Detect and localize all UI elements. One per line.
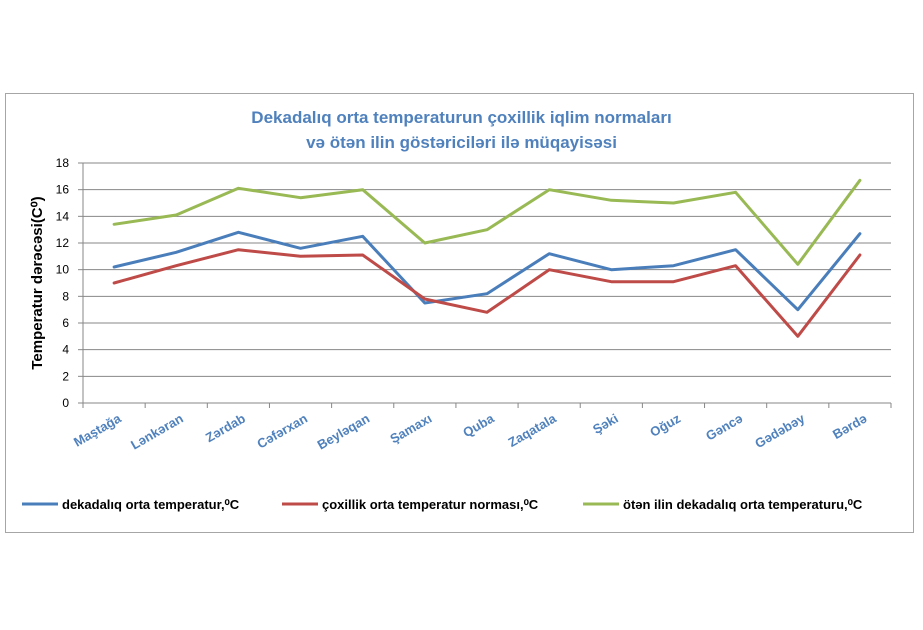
- x-tick-label: Şəki: [590, 411, 621, 437]
- x-axis-ticks: Maştağa Lənkəran Zərdab Cəfərxan Beyləqan Şam…: [71, 410, 869, 452]
- grid-lines: [83, 162, 891, 377]
- x-tick-label: Bərdə: [830, 411, 869, 442]
- series-line-1: [112, 230, 862, 312]
- y-tick-label: 8: [62, 289, 69, 303]
- y-axis-label: Temperatur dərəcəsi(C⁰): [29, 196, 46, 369]
- legend-label-2: çoxillik orta temperatur norması,⁰C: [322, 497, 539, 512]
- y-tick-label: 18: [56, 156, 70, 170]
- x-tick-label: Quba: [460, 410, 497, 440]
- x-tick-label: Gədəbəy: [752, 410, 808, 451]
- y-tick-label: 12: [56, 236, 70, 250]
- y-tick-label: 0: [62, 396, 69, 410]
- legend-label-1: dekadalıq orta temperatur,⁰C: [62, 497, 240, 512]
- y-tick-label: 16: [56, 183, 70, 197]
- legend-label-3: ötən ilin dekadalıq orta temperaturu,⁰C: [623, 497, 863, 512]
- x-tick-label: Maştağa: [71, 410, 124, 449]
- chart-title: Dekadalıq orta temperaturun çoxillik iql…: [0, 105, 923, 155]
- x-tick-label: Şamaxı: [387, 411, 434, 447]
- x-tick-label: Beyləqan: [315, 411, 373, 453]
- y-tick-label: 10: [56, 263, 70, 277]
- x-tick-label: Lənkəran: [128, 411, 186, 453]
- x-tick-label: Zərdab: [203, 411, 248, 446]
- x-tick-label: Zaqatala: [505, 410, 559, 450]
- chart-frame: [5, 93, 914, 533]
- y-axis-ticks: 0 2 4 6 8 10 12 14 16 18: [56, 156, 83, 410]
- chart-title-line2: və ötən ilin göstəriciləri ilə müqayisəs…: [306, 133, 617, 152]
- chart-title-line1: Dekadalıq orta temperaturun çoxillik iql…: [251, 108, 672, 127]
- series-line-3: [112, 178, 862, 266]
- x-tick-label: Gəncə: [703, 411, 745, 444]
- series-lines: [112, 178, 862, 338]
- x-axis: [82, 163, 892, 408]
- x-tick-label: Cəfərxan: [254, 411, 310, 452]
- y-tick-label: 4: [62, 343, 69, 357]
- x-tick-label: Oğuz: [647, 410, 683, 439]
- series-line-2: [112, 248, 862, 338]
- y-tick-label: 6: [62, 316, 69, 330]
- y-tick-label: 2: [62, 369, 69, 383]
- legend: dekadalıq orta temperatur,⁰C çoxillik ort…: [22, 497, 863, 512]
- y-tick-label: 14: [56, 209, 70, 223]
